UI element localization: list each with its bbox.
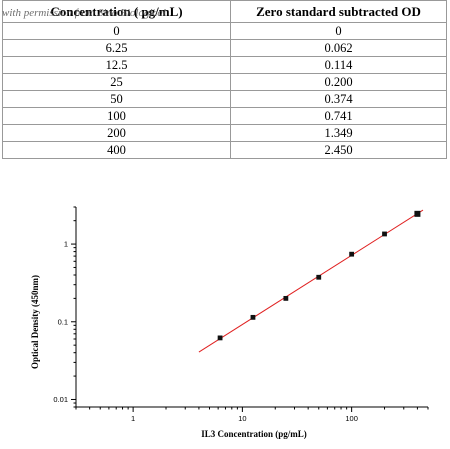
x-tick-label: 10 [238,414,246,423]
od-cell: 0.200 [230,73,447,91]
concentration-cell: 0 [2,22,231,40]
data-point [250,314,256,320]
data-point [316,274,322,280]
x-axis-title: IL3 Concentration (pg/mL) [201,429,307,439]
table-header-row: Concentration ( pg/mL) Zero standard sub… [2,0,447,23]
x-tick-label: 100 [345,414,358,423]
table-row: 25 0.200 [2,73,447,91]
data-point [382,231,387,237]
od-cell: 0.374 [230,90,447,108]
data-point [414,210,421,217]
od-header: Zero standard subtracted OD [230,0,447,23]
table-row: 6.25 0.062 [2,39,447,57]
y-tick-label: 0.01 [53,395,68,404]
data-point [283,295,289,301]
fit-line [198,209,424,353]
table-row: 100 0.741 [2,107,447,125]
y-tick-label: 0.1 [58,317,68,326]
od-cell: 0.062 [230,39,447,57]
table-row: 200 1.349 [2,124,447,142]
od-cell: 1.349 [230,124,447,142]
standard-curve-table: Concentration ( pg/mL) Zero standard sub… [2,0,447,159]
concentration-cell: 400 [2,141,231,159]
concentration-cell: 100 [2,107,231,125]
concentration-cell: 200 [2,124,231,142]
y-tick-label: 1 [64,240,68,249]
concentration-cell: 6.25 [2,39,231,57]
table-row: 50 0.374 [2,90,447,108]
od-cell: 2.450 [230,141,447,159]
od-cell: 0.114 [230,56,447,74]
od-cell: 0 [230,22,447,40]
od-cell: 0.741 [230,107,447,125]
table-row: 400 2.450 [2,141,447,159]
concentration-cell: 12.5 [2,56,231,74]
x-tick-label: 1 [131,414,135,423]
table-row: 12.5 0.114 [2,56,447,74]
data-point [349,251,355,257]
data-point [217,335,223,341]
y-axis-title: Optical Density (450nm) [30,275,40,369]
concentration-header: Concentration ( pg/mL) [2,0,231,23]
concentration-cell: 25 [2,73,231,91]
standard-curve-plot: 0.01 0.1 1 1 10 100 IL3 Concentration (pg/mL)… [30,206,429,439]
concentration-cell: 50 [2,90,231,108]
